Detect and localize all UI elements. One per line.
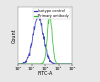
X-axis label: FITC-A: FITC-A <box>37 71 53 76</box>
Legend: Isotype control, Primary antibody: Isotype control, Primary antibody <box>33 8 70 19</box>
Y-axis label: Count: Count <box>12 28 17 43</box>
